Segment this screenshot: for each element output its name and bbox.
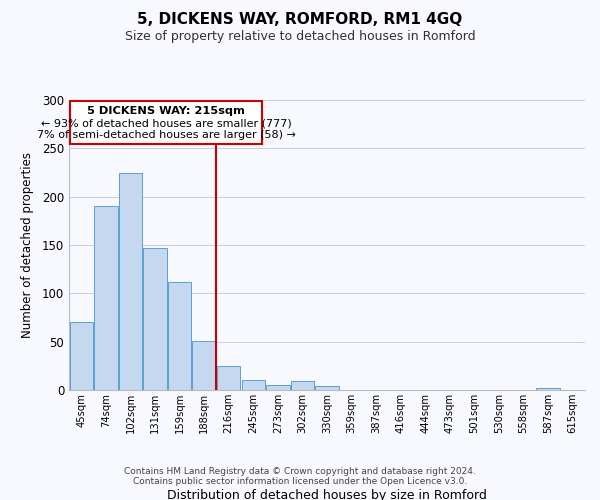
FancyBboxPatch shape xyxy=(70,101,262,144)
Bar xyxy=(316,386,338,390)
Bar xyxy=(94,206,118,390)
X-axis label: Distribution of detached houses by size in Romford: Distribution of detached houses by size … xyxy=(167,488,487,500)
Y-axis label: Number of detached properties: Number of detached properties xyxy=(20,152,34,338)
Text: Contains public sector information licensed under the Open Licence v3.0.: Contains public sector information licen… xyxy=(133,477,467,486)
Text: 5, DICKENS WAY, ROMFORD, RM1 4GQ: 5, DICKENS WAY, ROMFORD, RM1 4GQ xyxy=(137,12,463,28)
Bar xyxy=(168,282,191,390)
Bar xyxy=(143,248,167,390)
Bar xyxy=(266,385,290,390)
Bar xyxy=(193,340,216,390)
Text: ← 93% of detached houses are smaller (777): ← 93% of detached houses are smaller (77… xyxy=(41,118,292,128)
Bar xyxy=(119,172,142,390)
Text: 5 DICKENS WAY: 215sqm: 5 DICKENS WAY: 215sqm xyxy=(87,106,245,117)
Bar xyxy=(536,388,560,390)
Bar xyxy=(242,380,265,390)
Text: Size of property relative to detached houses in Romford: Size of property relative to detached ho… xyxy=(125,30,475,43)
Text: Contains HM Land Registry data © Crown copyright and database right 2024.: Contains HM Land Registry data © Crown c… xyxy=(124,467,476,476)
Bar xyxy=(70,322,93,390)
Bar xyxy=(217,366,241,390)
Text: 7% of semi-detached houses are larger (58) →: 7% of semi-detached houses are larger (5… xyxy=(37,130,295,140)
Bar xyxy=(291,382,314,390)
